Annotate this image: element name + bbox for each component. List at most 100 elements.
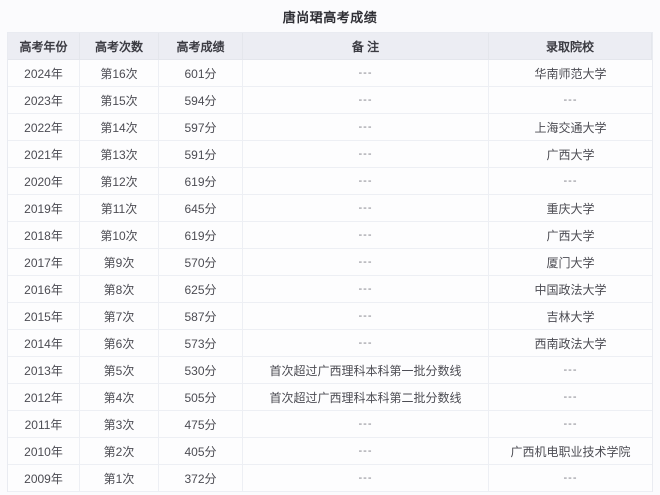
- cell-score: 619分: [159, 168, 243, 194]
- cell-attempt: 第1次: [80, 465, 159, 491]
- cell-year: 2009年: [8, 465, 80, 491]
- table-row: 2021年 第13次 591分 --- 广西大学: [8, 141, 652, 168]
- table-row: 2019年 第11次 645分 --- 重庆大学: [8, 195, 652, 222]
- table-row: 2011年 第3次 475分 --- ---: [8, 411, 652, 438]
- cell-remark: ---: [243, 303, 489, 329]
- cell-score: 645分: [159, 195, 243, 221]
- column-header-college: 录取院校: [489, 33, 652, 59]
- cell-remark: ---: [243, 222, 489, 248]
- cell-college: ---: [563, 364, 578, 376]
- table-body: 2024年 第16次 601分 --- 华南师范大学 2023年 第15次 594分 --- --…: [8, 60, 652, 492]
- cell-remark: ---: [243, 141, 489, 167]
- cell-year: 2015年: [8, 303, 80, 329]
- cell-college: ---: [563, 391, 578, 403]
- score-table: 高考年份 高考次数 高考成绩 备 注 录取院校 2024年 第16次 601分 ---…: [7, 32, 653, 492]
- cell-attempt: 第5次: [80, 357, 159, 383]
- cell-college: 华南师范大学: [534, 66, 607, 81]
- cell-college: 上海交通大学: [534, 120, 607, 135]
- cell-year: 2022年: [8, 114, 80, 140]
- cell-score: 625分: [159, 276, 243, 302]
- column-header-attempt: 高考次数: [80, 33, 159, 59]
- cell-remark: ---: [243, 195, 489, 221]
- cell-remark: ---: [243, 438, 489, 464]
- cell-year: 2013年: [8, 357, 80, 383]
- cell-year: 2018年: [8, 222, 80, 248]
- cell-score: 505分: [159, 384, 243, 410]
- cell-attempt: 第15次: [80, 87, 159, 113]
- cell-score: 573分: [159, 330, 243, 356]
- title-bar: 唐尚珺高考成绩: [0, 0, 660, 32]
- cell-attempt: 第9次: [80, 249, 159, 275]
- cell-attempt: 第2次: [80, 438, 159, 464]
- cell-college: 厦门大学: [546, 255, 595, 270]
- cell-attempt: 第16次: [80, 60, 159, 86]
- cell-remark: 首次超过广西理科本科第一批分数线: [243, 357, 489, 383]
- cell-score: 591分: [159, 141, 243, 167]
- cell-score: 530分: [159, 357, 243, 383]
- cell-remark: ---: [243, 465, 489, 491]
- table-row: 2020年 第12次 619分 --- ---: [8, 168, 652, 195]
- table-row: 2009年 第1次 372分 --- ---: [8, 465, 652, 492]
- table-row: 2015年 第7次 587分 --- 吉林大学: [8, 303, 652, 330]
- cell-remark: ---: [243, 276, 489, 302]
- cell-college: 吉林大学: [546, 309, 595, 324]
- table-row: 2023年 第15次 594分 --- ---: [8, 87, 652, 114]
- cell-score: 405分: [159, 438, 243, 464]
- cell-college: ---: [563, 472, 578, 484]
- cell-score: 587分: [159, 303, 243, 329]
- cell-remark: 首次超过广西理科本科第二批分数线: [243, 384, 489, 410]
- page-title: 唐尚珺高考成绩: [282, 9, 378, 25]
- cell-year: 2021年: [8, 141, 80, 167]
- cell-remark: ---: [243, 249, 489, 275]
- cell-year: 2024年: [8, 60, 80, 86]
- cell-college: 重庆大学: [546, 201, 595, 216]
- cell-score: 570分: [159, 249, 243, 275]
- cell-year: 2023年: [8, 87, 80, 113]
- column-header-score: 高考成绩: [159, 33, 243, 59]
- table-row: 2024年 第16次 601分 --- 华南师范大学: [8, 60, 652, 87]
- table-row: 2017年 第9次 570分 --- 厦门大学: [8, 249, 652, 276]
- cell-attempt: 第7次: [80, 303, 159, 329]
- cell-score: 594分: [159, 87, 243, 113]
- column-header-remark: 备 注: [243, 33, 489, 59]
- cell-score: 601分: [159, 60, 243, 86]
- cell-attempt: 第10次: [80, 222, 159, 248]
- cell-year: 2011年: [8, 411, 80, 437]
- cell-year: 2012年: [8, 384, 80, 410]
- cell-attempt: 第11次: [80, 195, 159, 221]
- cell-attempt: 第8次: [80, 276, 159, 302]
- cell-year: 2016年: [8, 276, 80, 302]
- cell-college: ---: [563, 175, 578, 187]
- cell-remark: ---: [243, 168, 489, 194]
- table-row: 2018年 第10次 619分 --- 广西大学: [8, 222, 652, 249]
- cell-college: 广西大学: [546, 147, 595, 162]
- cell-remark: ---: [243, 411, 489, 437]
- cell-college: 广西机电职业技术学院: [510, 444, 631, 459]
- table-row: 2010年 第2次 405分 --- 广西机电职业技术学院: [8, 438, 652, 465]
- cell-remark: ---: [243, 330, 489, 356]
- cell-college: 中国政法大学: [534, 282, 607, 297]
- cell-score: 597分: [159, 114, 243, 140]
- table-row: 2012年 第4次 505分 首次超过广西理科本科第二批分数线 ---: [8, 384, 652, 411]
- cell-attempt: 第13次: [80, 141, 159, 167]
- cell-remark: ---: [243, 114, 489, 140]
- cell-attempt: 第3次: [80, 411, 159, 437]
- cell-year: 2020年: [8, 168, 80, 194]
- cell-attempt: 第6次: [80, 330, 159, 356]
- column-header-year: 高考年份: [8, 33, 80, 59]
- cell-college: ---: [563, 418, 578, 430]
- table-row: 2013年 第5次 530分 首次超过广西理科本科第一批分数线 ---: [8, 357, 652, 384]
- cell-college: 广西大学: [546, 228, 595, 243]
- table-row: 2022年 第14次 597分 --- 上海交通大学: [8, 114, 652, 141]
- cell-remark: ---: [243, 87, 489, 113]
- table-row: 2014年 第6次 573分 --- 西南政法大学: [8, 330, 652, 357]
- cell-attempt: 第4次: [80, 384, 159, 410]
- cell-year: 2017年: [8, 249, 80, 275]
- cell-year: 2014年: [8, 330, 80, 356]
- cell-college: 西南政法大学: [534, 336, 607, 351]
- cell-year: 2019年: [8, 195, 80, 221]
- table-header-row: 高考年份 高考次数 高考成绩 备 注 录取院校: [8, 33, 652, 60]
- cell-attempt: 第12次: [80, 168, 159, 194]
- cell-college: ---: [563, 94, 578, 106]
